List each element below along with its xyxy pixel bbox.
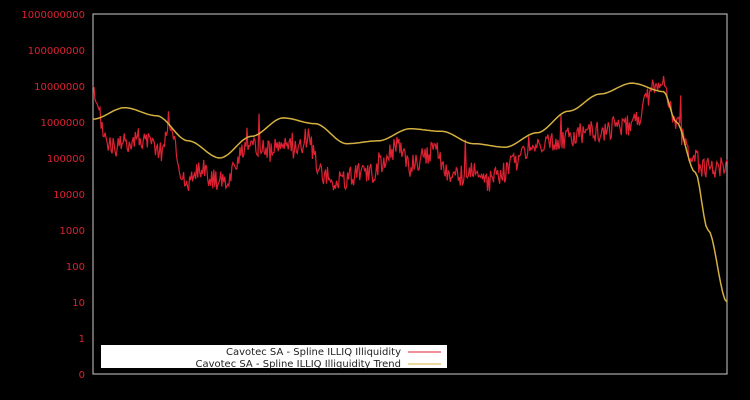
y-tick-label: 1 xyxy=(79,334,85,345)
y-tick-label: 1000000000 xyxy=(21,10,85,21)
y-tick-label: 10000 xyxy=(53,190,85,201)
series-illiquidity-line xyxy=(92,75,728,192)
legend: Cavotec SA - Spline ILLIQ Illiquidity Ca… xyxy=(101,345,447,370)
legend-label-illiquidity: Cavotec SA - Spline ILLIQ Illiquidity xyxy=(226,347,401,358)
y-tick-label: 100000 xyxy=(47,154,85,165)
y-tick-label: 100 xyxy=(66,262,85,273)
legend-label-trend: Cavotec SA - Spline ILLIQ Illiquidity Tr… xyxy=(195,359,401,370)
y-tick-label: 100000000 xyxy=(28,46,85,57)
y-tick-label: 10 xyxy=(72,298,85,309)
y-tick-label: 0 xyxy=(79,370,85,381)
plot-frame xyxy=(92,13,728,375)
series-trend-line xyxy=(92,82,728,303)
legend-box xyxy=(101,345,447,368)
plot-area xyxy=(92,75,728,303)
y-tick-label: 10000000 xyxy=(34,82,85,93)
y-axis-ticks: 1000000000100000000100000001000000100000… xyxy=(21,10,85,381)
y-tick-label: 1000000 xyxy=(40,118,85,129)
y-tick-label: 1000 xyxy=(60,226,85,237)
